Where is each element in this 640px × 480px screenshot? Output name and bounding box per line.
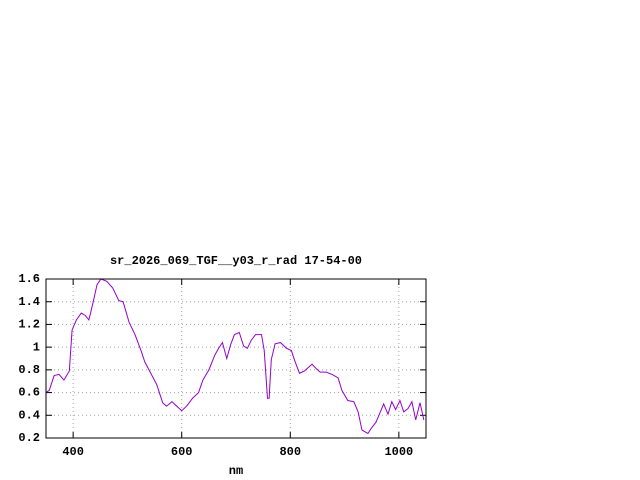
chart-title: sr_2026_069_TGF__y03_r_rad 17-54-00 [110,254,362,268]
y-tick-label: 1.2 [18,318,40,332]
y-tick-label: 0.6 [18,386,40,400]
y-tick-label: 1.6 [18,272,40,286]
x-tick-label: 1000 [384,445,413,459]
plot-border [45,278,427,439]
x-axis-label: nm [229,464,243,478]
data-line [45,278,425,435]
x-tick-label: 800 [279,445,301,459]
x-tick-label: 600 [171,445,193,459]
y-tick-label: 0.4 [18,408,40,422]
y-tick-label: 1.4 [18,295,40,309]
x-tick-label: 400 [62,445,84,459]
y-tick-label: 1 [33,340,40,354]
y-tick-label: 0.2 [18,431,40,445]
y-tick-label: 0.8 [18,363,40,377]
